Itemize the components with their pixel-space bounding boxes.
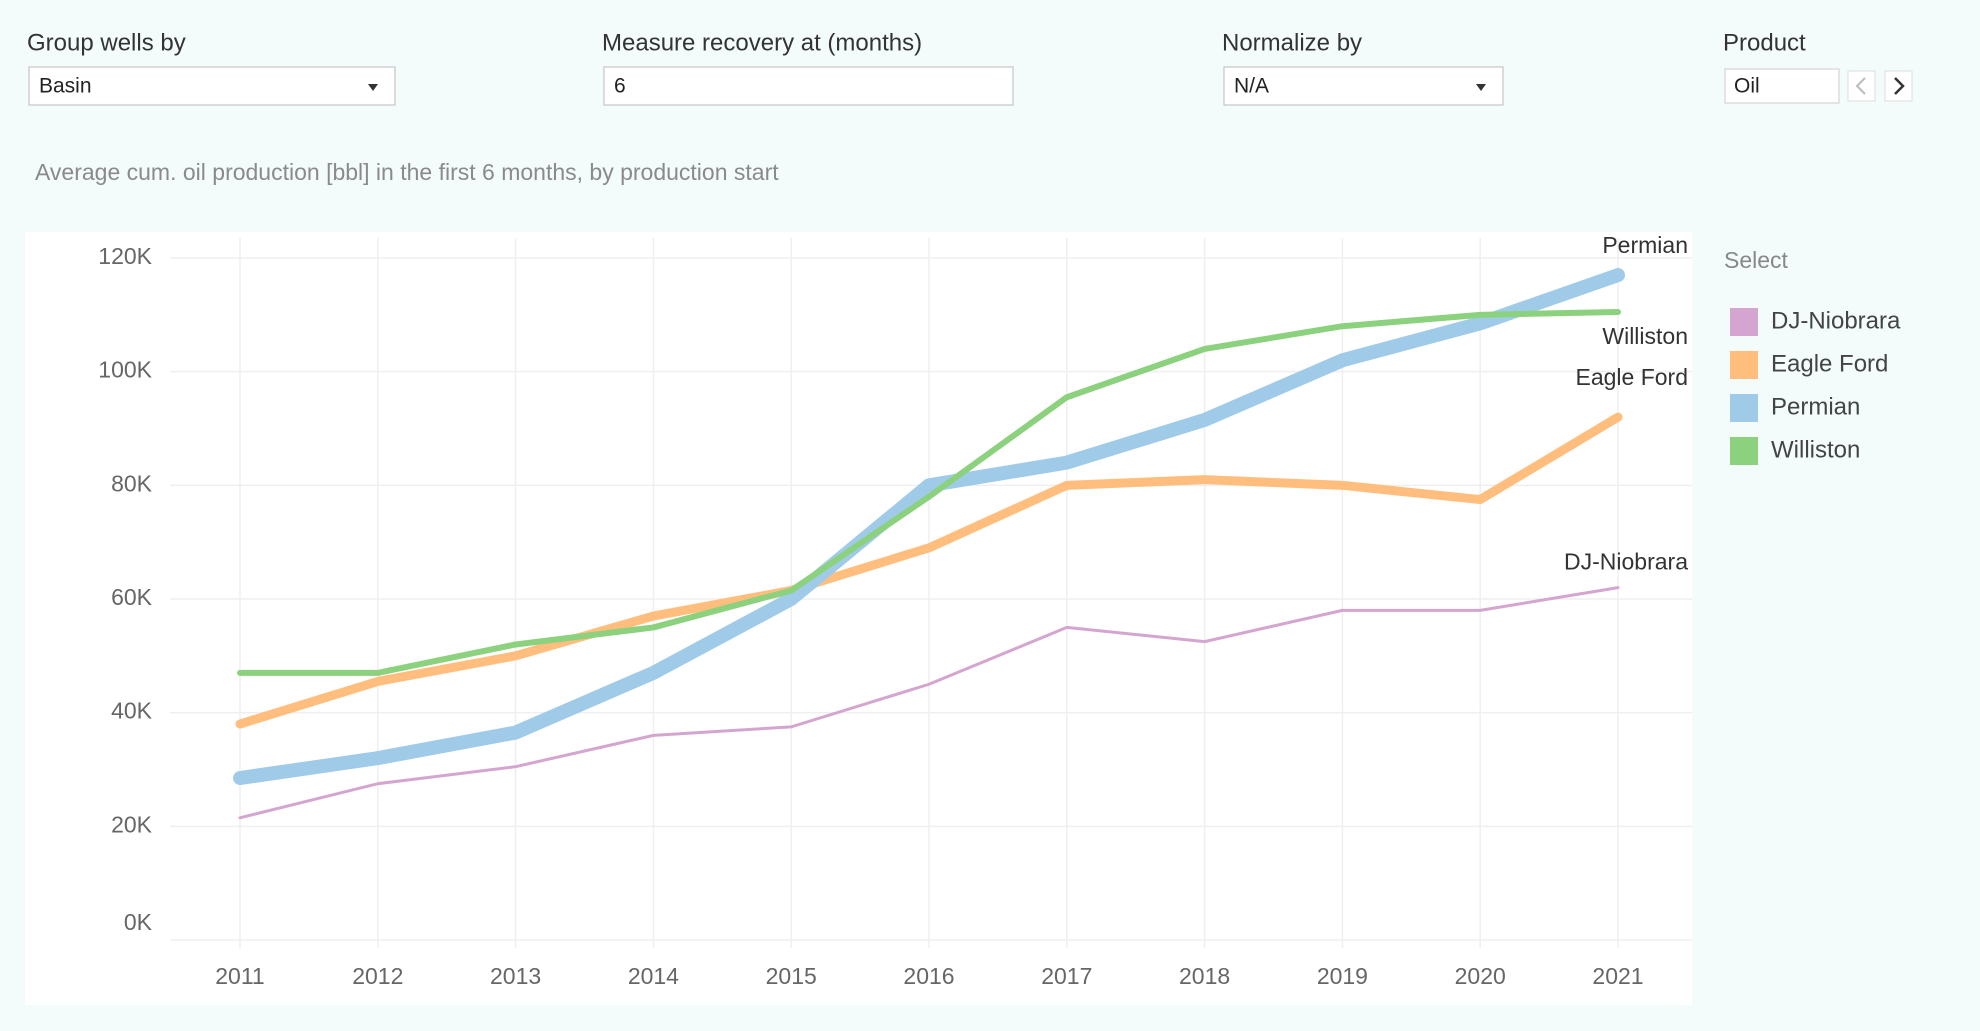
series-line xyxy=(235,412,1623,729)
legend-title: Select xyxy=(1724,247,1789,273)
y-tick-label: 120K xyxy=(98,243,152,269)
plot-background xyxy=(25,232,1692,1005)
dropdown-value: N/A xyxy=(1234,75,1269,98)
series-line xyxy=(237,308,1621,676)
y-tick-label: 80K xyxy=(111,470,153,496)
legend-swatch xyxy=(1730,394,1758,422)
legend-label: Williston xyxy=(1771,436,1860,463)
dropdown[interactable] xyxy=(28,66,396,106)
text-input[interactable] xyxy=(603,66,1014,106)
product-input[interactable] xyxy=(1724,68,1840,104)
plot: 0K 20K 40K 60K 80K 100K 120K 2011 2012 2013 2014 20… xyxy=(98,232,1692,989)
dropdown-arrow xyxy=(368,84,378,91)
x-tick-label: 2020 xyxy=(1455,963,1506,989)
line-end-label: Eagle Ford xyxy=(1575,364,1688,390)
x-tick-label: 2014 xyxy=(628,963,679,989)
input-value: Oil xyxy=(1734,75,1760,98)
x-tick-label: 2015 xyxy=(766,963,817,989)
dropdown-arrow xyxy=(1476,84,1486,91)
prev-icon xyxy=(1855,77,1866,95)
x-tick-label: 2016 xyxy=(903,963,954,989)
input-value: 6 xyxy=(614,75,626,98)
legend-swatch xyxy=(1730,308,1758,336)
series-line xyxy=(233,268,1625,786)
x-tick-label: 2013 xyxy=(490,963,541,989)
line-end-label: Williston xyxy=(1602,323,1688,349)
prev-button[interactable] xyxy=(1847,70,1876,102)
line-end-label: Permian xyxy=(1602,232,1688,258)
legend-label: DJ-Niobrara xyxy=(1771,307,1901,334)
y-tick-label: 100K xyxy=(98,357,152,383)
dropdown-value: Basin xyxy=(39,75,92,98)
y-tick-label: 0K xyxy=(124,909,153,935)
line-end-label: DJ-Niobrara xyxy=(1564,549,1688,575)
x-tick-label: 2011 xyxy=(215,963,264,989)
y-tick-label: 20K xyxy=(111,811,153,837)
x-tick-label: 2018 xyxy=(1179,963,1230,989)
x-tick-label: 2021 xyxy=(1592,963,1643,989)
y-tick-label: 60K xyxy=(111,584,153,610)
next-button[interactable] xyxy=(1884,70,1913,102)
control-label: Group wells by xyxy=(27,29,186,56)
control-label: Measure recovery at (months) xyxy=(602,29,922,56)
next-icon xyxy=(1894,77,1905,95)
dropdown[interactable] xyxy=(1223,66,1504,106)
control-label: Product xyxy=(1723,29,1806,56)
x-tick-label: 2019 xyxy=(1317,963,1368,989)
legend-label: Eagle Ford xyxy=(1771,350,1888,377)
legend: DJ-Niobrara Eagle Ford Permian Williston xyxy=(1730,307,1901,465)
legend-label: Permian xyxy=(1771,393,1860,420)
chart-subtitle: Average cum. oil production [bbl] in the… xyxy=(35,159,779,185)
legend-swatch xyxy=(1730,351,1758,379)
x-tick-label: 2017 xyxy=(1041,963,1092,989)
series-line xyxy=(238,586,1620,820)
control-label: Normalize by xyxy=(1222,29,1362,56)
y-tick-label: 40K xyxy=(111,698,153,724)
legend-swatch xyxy=(1730,437,1758,465)
x-tick-label: 2012 xyxy=(352,963,403,989)
